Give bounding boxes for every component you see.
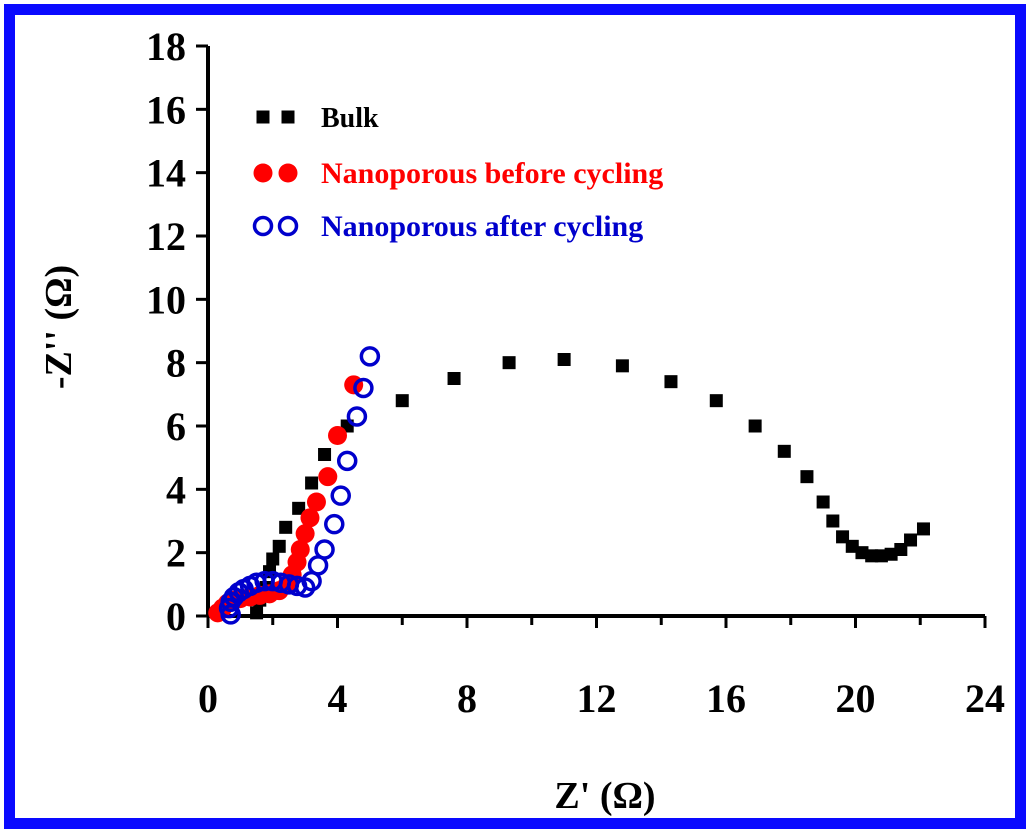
- data-point: [346, 406, 368, 427]
- data-point: [557, 353, 571, 366]
- y-tick-label: 2: [166, 531, 186, 576]
- data-point: [314, 539, 335, 560]
- data-point: [328, 426, 347, 445]
- legend-marker: [253, 163, 273, 183]
- data-point: [447, 372, 461, 385]
- x-tick-label: 12: [577, 676, 617, 721]
- series-3: [218, 346, 381, 625]
- data-point: [748, 419, 762, 433]
- legend-marker: [278, 163, 298, 183]
- data-point: [395, 394, 409, 408]
- legend-marker: [252, 215, 274, 237]
- data-point: [826, 514, 840, 528]
- data-point: [353, 377, 374, 399]
- data-point: [336, 450, 358, 472]
- legend-marker: [277, 215, 299, 237]
- legend-label: Bulk: [321, 103, 379, 134]
- y-tick-label: 4: [166, 467, 186, 512]
- data-point: [916, 522, 930, 536]
- data-point: [250, 606, 264, 620]
- data-point: [306, 492, 326, 512]
- data-point: [777, 444, 791, 458]
- legend-marker: [281, 110, 295, 124]
- data-point: [816, 495, 830, 509]
- data-point: [318, 467, 338, 487]
- y-tick-label: 6: [166, 404, 186, 449]
- y-tick-label: 18: [146, 24, 186, 69]
- legend-item: Bulk: [256, 103, 379, 134]
- data-point: [300, 508, 320, 528]
- data-point: [709, 394, 723, 408]
- data-point: [295, 524, 315, 544]
- y-tick-label: 16: [146, 87, 186, 132]
- x-tick-label: 0: [198, 676, 218, 721]
- data-point: [359, 346, 381, 367]
- y-tick-label: 14: [146, 151, 186, 196]
- chart-frame: 0 4 8 12 16 20 24 0 2 4 6 8 10 12 14 16 18 Bulk Nanoporo…: [4, 4, 1026, 829]
- data-point: [266, 552, 280, 566]
- legend-label: Nanoporous before cycling: [321, 157, 663, 190]
- data-point: [318, 448, 332, 461]
- data-point: [290, 540, 310, 559]
- legend-marker: [256, 110, 270, 124]
- y-axis-ticks: 0 2 4 6 8 10 12 14 16 18: [146, 24, 208, 639]
- y-tick-label: 0: [166, 594, 186, 639]
- x-tick-label: 20: [836, 676, 876, 721]
- data-point: [904, 533, 918, 547]
- data-point: [292, 501, 306, 515]
- data-point: [279, 520, 293, 534]
- y-tick-label: 10: [146, 277, 186, 322]
- x-tick-label: 24: [965, 676, 1005, 721]
- data-point: [664, 375, 678, 389]
- data-point: [615, 359, 629, 373]
- x-axis-title: Z' (Ω): [554, 775, 655, 817]
- x-tick-label: 8: [457, 676, 477, 721]
- y-axis-title: -Z'' (Ω): [38, 265, 80, 389]
- legend-label: Nanoporous after cycling: [321, 210, 643, 243]
- data-point: [330, 485, 351, 506]
- data-point: [272, 539, 286, 553]
- data-point: [502, 356, 516, 370]
- x-tick-label: 4: [328, 676, 348, 721]
- y-tick-label: 8: [166, 341, 186, 386]
- x-axis-ticks: 0 4 8 12 16 20 24: [198, 616, 1005, 721]
- legend-item: Nanoporous before cycling: [253, 157, 663, 190]
- x-tick-label: 16: [706, 676, 746, 721]
- data-point: [305, 476, 319, 490]
- series-layer: [208, 346, 930, 625]
- y-tick-label: 12: [146, 214, 186, 259]
- data-point: [800, 470, 814, 484]
- legend: Bulk Nanoporous before cycling Nanoporous …: [252, 103, 663, 243]
- legend-item: Nanoporous after cycling: [252, 210, 643, 243]
- data-point: [324, 513, 345, 535]
